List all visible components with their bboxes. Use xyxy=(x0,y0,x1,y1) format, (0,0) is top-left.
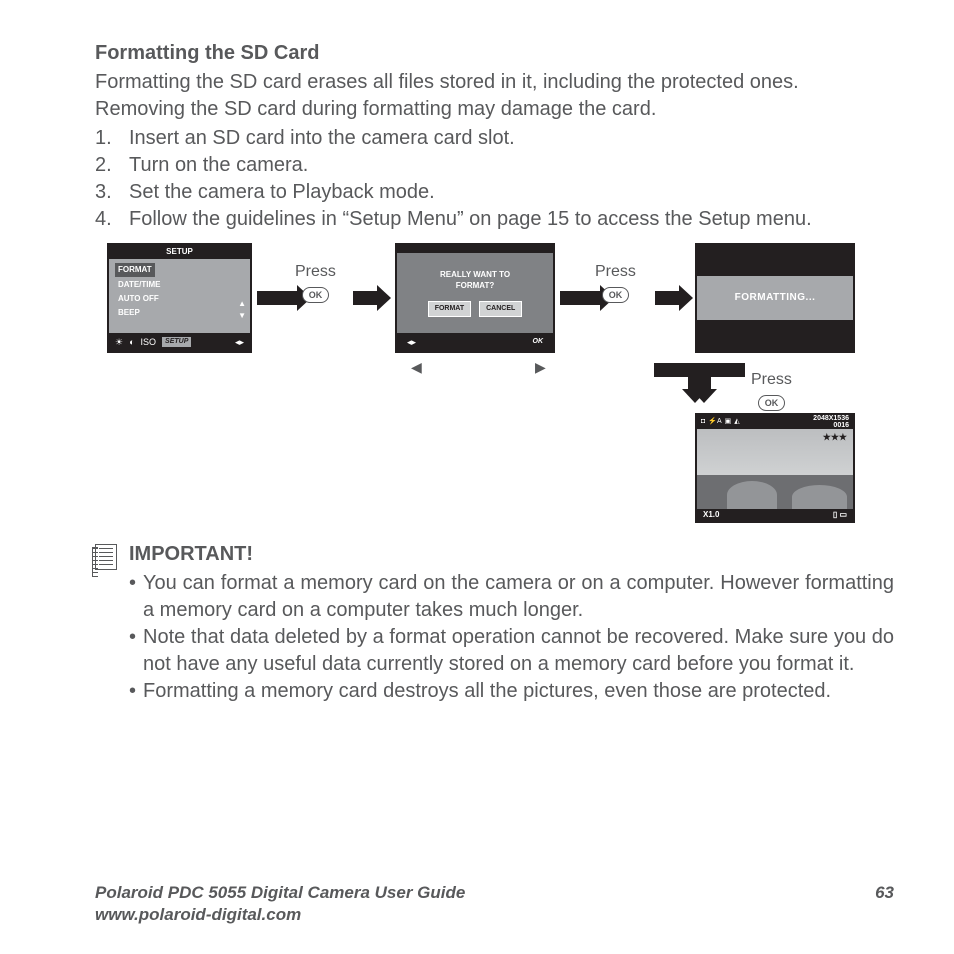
important-notes: You can format a memory card on the came… xyxy=(129,570,894,705)
step-1: Insert an SD card into the camera card s… xyxy=(95,125,894,152)
mountain-icon: ◭ xyxy=(734,417,739,426)
press-ok-3: Press OK xyxy=(751,369,792,412)
page-number: 63 xyxy=(875,882,894,926)
note-1: You can format a memory card on the came… xyxy=(129,570,894,624)
right-triangle-icon: ▶ xyxy=(535,358,546,377)
step-3: Set the camera to Playback mode. xyxy=(95,179,894,206)
ok-label: OK xyxy=(533,337,544,346)
flow-diagram: SETUP FORMAT DATE/TIME AUTO OFF BEEP ▲▼ … xyxy=(95,243,894,523)
menu-item-beep: BEEP xyxy=(115,306,244,320)
press-ok-1: Press OK xyxy=(295,261,336,304)
setup-title: SETUP xyxy=(109,245,250,259)
menu-item-datetime: DATE/TIME xyxy=(115,278,244,292)
format-option: FORMAT xyxy=(428,301,471,316)
flash-auto: ⚡A xyxy=(708,417,721,426)
note-2: Note that data deleted by a format opera… xyxy=(129,624,894,678)
camera-icon: ◘ xyxy=(701,417,705,426)
formatting-text: FORMATTING... xyxy=(697,276,853,320)
contrast-icon: ◐ xyxy=(129,336,134,348)
notepad-icon xyxy=(95,544,117,570)
important-section: IMPORTANT! You can format a memory card … xyxy=(95,541,894,705)
step-4: Follow the guidelines in “Setup Menu” on… xyxy=(95,206,894,233)
playback-screen: ◘ ⚡A ▣ ◭ 2048X1536 0016 ★★★ X1.0 ▯ ▭ xyxy=(695,413,855,523)
confirm-dialog-screen: REALLY WANT TO FORMAT? FORMAT CANCEL ◂▸ … xyxy=(395,243,555,353)
count-text: 0016 xyxy=(813,422,849,429)
setup-menu-list: FORMAT DATE/TIME AUTO OFF BEEP ▲▼ xyxy=(109,259,250,324)
leftright-icon: ◂▸ xyxy=(235,336,244,348)
left-triangle-icon: ◀ xyxy=(411,358,422,377)
arrow-icon xyxy=(655,291,679,305)
cancel-option: CANCEL xyxy=(479,301,522,316)
setup-menu-screen: SETUP FORMAT DATE/TIME AUTO OFF BEEP ▲▼ … xyxy=(107,243,252,353)
ok-button-graphic: OK xyxy=(758,395,786,411)
note-3: Formatting a memory card destroys all th… xyxy=(129,678,894,705)
brightness-icon: ☀ xyxy=(115,336,123,348)
ok-button-graphic: OK xyxy=(602,287,630,303)
arrow-icon xyxy=(560,291,600,305)
setup-bottom-bar: ☀ ◐ ISO SETUP ◂▸ xyxy=(109,333,250,351)
zoom-text: X1.0 xyxy=(703,510,719,521)
menu-item-format: FORMAT xyxy=(115,263,155,277)
iso-label: ISO xyxy=(141,336,157,348)
ok-button-graphic: OK xyxy=(302,287,330,303)
leftright-icon: ◂▸ xyxy=(407,336,416,348)
arrow-down-icon xyxy=(688,363,702,389)
updown-icon: ▲▼ xyxy=(238,298,246,322)
section-title: Formatting the SD Card xyxy=(95,40,894,67)
setup-tab: SETUP xyxy=(162,337,191,346)
quality-stars: ★★★ xyxy=(823,431,847,443)
intro-text: Formatting the SD card erases all files … xyxy=(95,69,894,123)
press-label: Press xyxy=(595,263,636,280)
press-label: Press xyxy=(751,371,792,388)
resolution-text: 2048X1536 xyxy=(813,415,849,422)
card-battery-icons: ▯ ▭ xyxy=(833,510,847,521)
menu-item-autooff: AUTO OFF xyxy=(115,292,244,306)
arrow-icon xyxy=(353,291,377,305)
footer: Polaroid PDC 5055 Digital Camera User Gu… xyxy=(95,882,894,926)
confirm-question: REALLY WANT TO FORMAT? xyxy=(440,269,510,291)
arrow-icon xyxy=(257,291,297,305)
press-ok-2: Press OK xyxy=(595,261,636,304)
press-label: Press xyxy=(295,263,336,280)
important-title: IMPORTANT! xyxy=(129,541,894,568)
meter-icon: ▣ xyxy=(725,417,732,426)
step-2: Turn on the camera. xyxy=(95,152,894,179)
footer-url: www.polaroid-digital.com xyxy=(95,904,465,926)
steps-list: Insert an SD card into the camera card s… xyxy=(95,125,894,233)
footer-title: Polaroid PDC 5055 Digital Camera User Gu… xyxy=(95,882,465,904)
formatting-screen: FORMATTING... xyxy=(695,243,855,353)
